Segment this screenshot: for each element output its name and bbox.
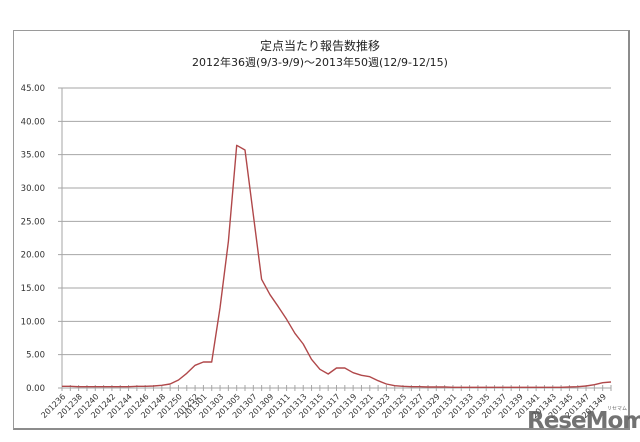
series-line bbox=[62, 144, 612, 388]
chart-frame bbox=[13, 30, 630, 430]
watermark-kana: リセマム bbox=[607, 406, 628, 412]
watermark-logo: ReseMom. bbox=[527, 408, 640, 434]
y-tick-label: 30.00 bbox=[21, 184, 45, 194]
gridlines bbox=[58, 87, 611, 389]
chart-subtitle: 2012年36週(9/3-9/9)～2013年50週(12/9-12/15) bbox=[192, 56, 448, 69]
y-tick-label: 10.00 bbox=[21, 317, 45, 327]
y-tick-label: 25.00 bbox=[21, 217, 45, 227]
y-tick-label: 0.00 bbox=[26, 384, 45, 394]
y-axis: 0.00 5.00 10.00 15.00 20.00 25.00 30.00 35.00 40… bbox=[21, 84, 63, 394]
x-axis: 2012362012382012402012422012442012462012… bbox=[39, 385, 612, 420]
y-tick-label: 40.00 bbox=[21, 117, 45, 127]
chart-title: 定点当たり報告数推移 bbox=[259, 39, 380, 53]
y-tick-label: 5.00 bbox=[26, 351, 45, 361]
y-tick-label: 35.00 bbox=[21, 151, 45, 161]
y-tick-label: 15.00 bbox=[21, 284, 45, 294]
y-tick-label: 45.00 bbox=[21, 84, 45, 94]
y-tick-label: 20.00 bbox=[21, 251, 45, 261]
